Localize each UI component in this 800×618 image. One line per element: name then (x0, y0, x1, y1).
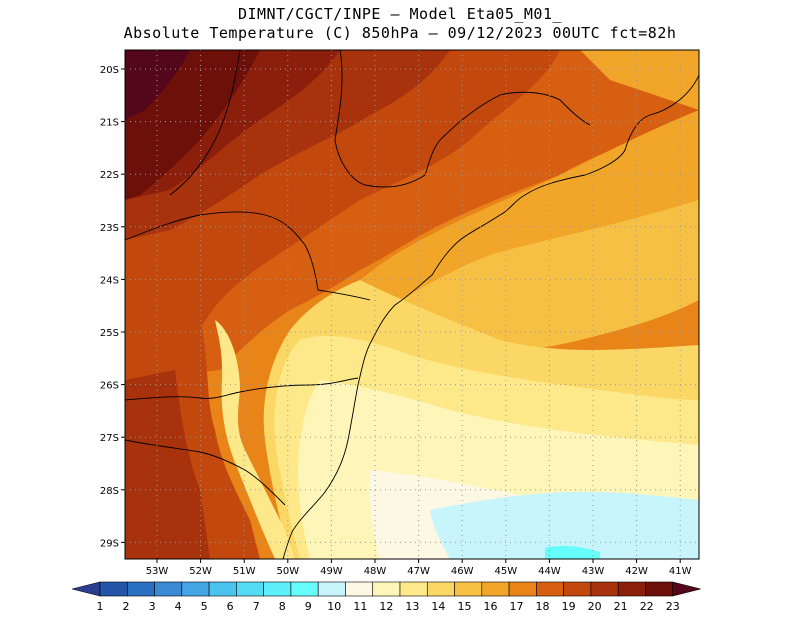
colorbar-segment (236, 581, 264, 597)
colorbar-label: 1 (97, 600, 104, 613)
colorbar-label: 13 (405, 600, 419, 613)
colorbar-segment (617, 581, 646, 597)
colorbar-segment (99, 581, 128, 597)
lon-tick-label: 41W (669, 566, 692, 577)
lon-tick-label: 46W (451, 566, 474, 577)
colorbar-label: 16 (483, 600, 497, 613)
lon-tick-label: 47W (407, 566, 430, 577)
colorbar-segment (208, 581, 237, 597)
coastline-and-borders (125, 50, 699, 559)
lon-tick-label: 44W (538, 566, 561, 577)
lat-tick-label: 25S (100, 328, 119, 339)
colorbar-label: 18 (536, 600, 550, 613)
colorbar-label: 9 (305, 600, 312, 613)
colorbar-segment (508, 581, 537, 597)
lat-tick-label: 22S (100, 170, 119, 181)
colorbar-segment (126, 581, 155, 597)
lat-tick-label: 27S (100, 433, 119, 444)
colorbar-segment (181, 581, 210, 597)
colorbar-arrow-low (71, 581, 101, 597)
lat-tick-label: 20S (100, 65, 119, 76)
lon-tick-label: 52W (189, 566, 212, 577)
temperature-field (125, 50, 699, 559)
colorbar-label: 15 (457, 600, 471, 613)
lat-tick-label: 26S (100, 381, 119, 392)
colorbar-label: 3 (149, 600, 156, 613)
colorbar-segment (372, 581, 401, 597)
colorbar-segment (645, 581, 674, 597)
colorbar-segment (154, 581, 183, 597)
lat-lon-grid (125, 50, 699, 559)
colorbar-segment (481, 581, 510, 597)
colorbar-label: 20 (588, 600, 602, 613)
colorbar-label: 2 (123, 600, 130, 613)
colorbar-label: 5 (201, 600, 208, 613)
colorbar-segment (536, 581, 564, 597)
colorbar-segment (317, 581, 346, 597)
lon-tick-label: 43W (582, 566, 605, 577)
lat-tick-label: 21S (100, 118, 119, 129)
colorbar-label: 12 (379, 600, 393, 613)
lon-tick-label: 53W (146, 566, 169, 577)
colorbar-label: 21 (614, 600, 628, 613)
colorbar-label: 7 (253, 600, 260, 613)
colorbar-label: 23 (666, 600, 680, 613)
colorbar-segment (590, 581, 619, 597)
lat-tick-label: 29S (100, 538, 119, 549)
colorbar-segment (290, 581, 319, 597)
colorbar-label: 6 (227, 600, 234, 613)
colorbar-arrow-high (672, 581, 701, 597)
lon-tick-label: 49W (320, 566, 343, 577)
figure-title-line1: DIMNT/CGCT/INPE – Model Eta05_M01_ (237, 5, 563, 23)
latitude-axis: 20S 21S 22S 23S 24S 25S 26S 27S 28S 29S (100, 65, 125, 549)
colorbar: 1 2 3 4 5 6 7 8 9 10 11 12 13 14 15 16 17 18 19 20 21 22 23 (71, 581, 701, 613)
colorbar-label: 14 (431, 600, 445, 613)
lat-tick-label: 24S (100, 275, 119, 286)
colorbar-label: 17 (510, 600, 524, 613)
colorbar-label: 22 (640, 600, 654, 613)
lon-tick-label: 50W (276, 566, 299, 577)
map-frame (124, 49, 700, 560)
colorbar-label: 11 (353, 600, 367, 613)
colorbar-segment (563, 581, 592, 597)
lon-tick-label: 45W (494, 566, 517, 577)
lat-tick-label: 28S (100, 486, 119, 497)
colorbar-segment (263, 581, 292, 597)
colorbar-segment (454, 581, 483, 597)
colorbar-segment (426, 581, 455, 597)
lat-tick-label: 23S (100, 223, 119, 234)
lon-tick-label: 51W (233, 566, 256, 577)
colorbar-segment (399, 581, 428, 597)
colorbar-segment (345, 581, 374, 597)
colorbar-label: 10 (327, 600, 341, 613)
colorbar-label: 8 (279, 600, 286, 613)
figure-title-line2: Absolute Temperature (C) 850hPa – 09/12/… (123, 24, 677, 42)
colorbar-label: 19 (562, 600, 576, 613)
lon-tick-label: 42W (625, 566, 648, 577)
lon-tick-label: 48W (364, 566, 387, 577)
colorbar-label: 4 (175, 600, 182, 613)
longitude-axis: 53W 52W 51W 50W 49W 48W 47W 46W 45W 44W 43W 42W 41W (146, 559, 692, 577)
